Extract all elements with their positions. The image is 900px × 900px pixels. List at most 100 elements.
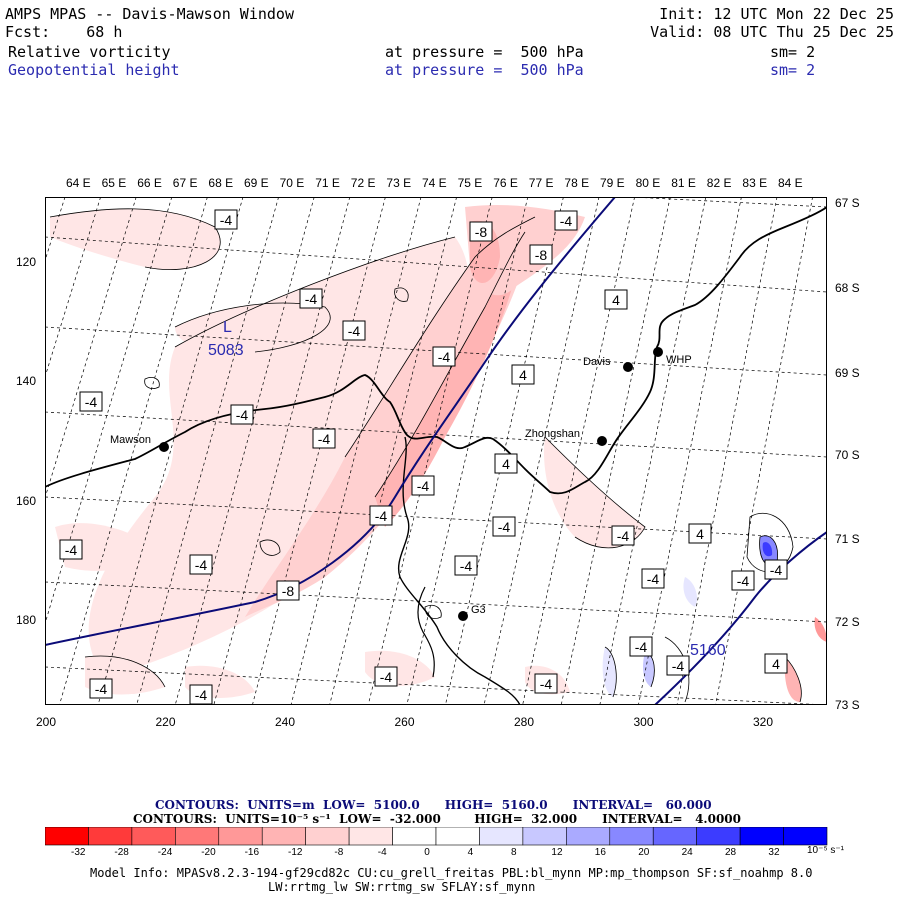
x-tick: 300	[633, 715, 654, 729]
vorticity-label-box	[230, 404, 254, 425]
field2-smoothing: sm= 2	[770, 61, 816, 79]
vorticity-label: -4	[611, 525, 635, 546]
vorticity-label: -4	[312, 428, 336, 449]
vorticity-label-box	[214, 209, 238, 230]
vorticity-label-text: -4	[195, 557, 208, 573]
colorbar-tick: -8	[334, 847, 344, 858]
colorbar-swatch	[479, 827, 524, 846]
lat-label: 71 S	[835, 532, 860, 546]
colorbar-tick: -32	[71, 847, 86, 858]
legend-contours-height: CONTOURS: UNITS=m LOW= 5100.0 HIGH= 5160…	[155, 798, 712, 812]
positive-vorticity-shading	[602, 535, 778, 697]
vorticity-label-text: -4	[460, 558, 473, 574]
meridian	[174, 197, 315, 705]
station-label: WHP	[666, 354, 692, 366]
vorticity-label: -4	[214, 209, 238, 230]
colorbar-tick: 24	[681, 847, 693, 858]
meridian	[45, 197, 137, 500]
vorticity-label-text: -4	[672, 658, 685, 674]
vorticity-label-text: 4	[612, 292, 620, 308]
station-marker	[597, 436, 607, 446]
colorbar-tick: 28	[725, 847, 737, 858]
vorticity-label-box	[432, 346, 456, 367]
vorticity-label-text: -4	[380, 669, 393, 685]
colorbar-tick: 4	[467, 847, 474, 858]
vorticity-label-text: -4	[498, 519, 511, 535]
vorticity-label-text: 4	[502, 456, 510, 472]
vorticity-label-text: -4	[348, 323, 361, 339]
vorticity-label: -4	[666, 655, 690, 676]
height-contour-5160	[654, 531, 827, 705]
vorticity-label: 4	[494, 453, 518, 474]
colorbar-tick: 16	[594, 847, 606, 858]
vorticity-label: -4	[299, 288, 323, 309]
vorticity-contours	[49, 208, 802, 703]
ice-shelf-edge	[397, 436, 521, 705]
vorticity-label-box	[604, 289, 628, 310]
height-contour-label: 5160	[690, 642, 726, 659]
colorbar-tick: -28	[114, 847, 129, 858]
station-label: Mawson	[110, 434, 151, 446]
vorticity-label-text: -4	[65, 542, 78, 558]
vorticity-label-box	[494, 453, 518, 474]
vorticity-label: -4	[189, 554, 213, 575]
vorticity-label-box	[492, 516, 516, 537]
vorticity-label-text: 4	[772, 656, 780, 672]
stations: Mawson Davis WHP Zhongshan G3	[110, 347, 692, 621]
lon-label: 82 E	[706, 176, 732, 190]
vorticity-label-box	[731, 570, 755, 591]
vorticity-label-text: -4	[236, 407, 249, 423]
meridian	[483, 197, 600, 705]
parallel	[45, 496, 827, 540]
colorbar-tick: 8	[511, 847, 517, 858]
field1-smoothing: sm= 2	[770, 43, 816, 61]
meridian	[97, 197, 244, 705]
valid-time: Valid: 08 UTC Thu 25 Dec 25	[650, 23, 894, 41]
lon-label: 75 E	[457, 176, 483, 190]
vorticity-label: -4	[534, 673, 558, 694]
parallel	[45, 236, 827, 293]
vorticity-label: 4	[764, 653, 788, 674]
low-value: 5083	[208, 342, 244, 359]
vorticity-label-text: -8	[475, 224, 488, 240]
vorticity-label: -8	[469, 221, 493, 242]
lon-label: 79 E	[600, 176, 625, 190]
vorticity-label-box	[764, 559, 788, 580]
y-tick: 180	[16, 613, 37, 627]
vorticity-label-box	[299, 288, 323, 309]
vorticity-label-box	[276, 580, 300, 601]
lon-label: 68 E	[208, 176, 234, 190]
lon-label: 67 E	[172, 176, 198, 190]
coastline	[45, 206, 827, 495]
x-tick: 320	[753, 715, 774, 729]
vorticity-label: -8	[276, 580, 300, 601]
vorticity-label-box	[411, 475, 435, 496]
meridian	[715, 197, 813, 705]
colorbar-swatch	[261, 827, 306, 846]
vorticity-label-box	[529, 244, 553, 265]
field1-level: at pressure = 500 hPa	[385, 43, 584, 61]
field1-name: Relative vorticity	[8, 43, 171, 61]
x-tick: 240	[275, 715, 296, 729]
vorticity-label-text: -4	[95, 681, 108, 697]
colorbar-units: 10⁻⁵ s⁻¹	[807, 845, 844, 856]
lon-label: 74 E	[422, 176, 447, 190]
lon-label: 83 E	[742, 176, 768, 190]
vorticity-label-box	[764, 653, 788, 674]
station-marker	[623, 362, 633, 372]
vorticity-label: -4	[342, 320, 366, 341]
colorbar-tick: -24	[157, 847, 173, 858]
vorticity-label: -4	[641, 568, 665, 589]
vorticity-label-box	[469, 221, 493, 242]
y-axis-ticks: 120 140 160 180	[0, 0, 45, 900]
vorticity-label-box	[189, 554, 213, 575]
meridian	[213, 197, 351, 705]
vorticity-label: -4	[731, 570, 755, 591]
vorticity-label: -4	[554, 210, 578, 231]
vorticity-label-text: -4	[770, 562, 783, 578]
lat-label: 72 S	[835, 615, 860, 629]
meridian	[676, 197, 778, 705]
vorticity-label: -4	[411, 475, 435, 496]
longitude-labels: 64 E 65 E 66 E 67 E 68 E 69 E 70 E 71 E 72 E 73 E…	[0, 176, 900, 192]
height-contour-5100	[45, 197, 616, 646]
